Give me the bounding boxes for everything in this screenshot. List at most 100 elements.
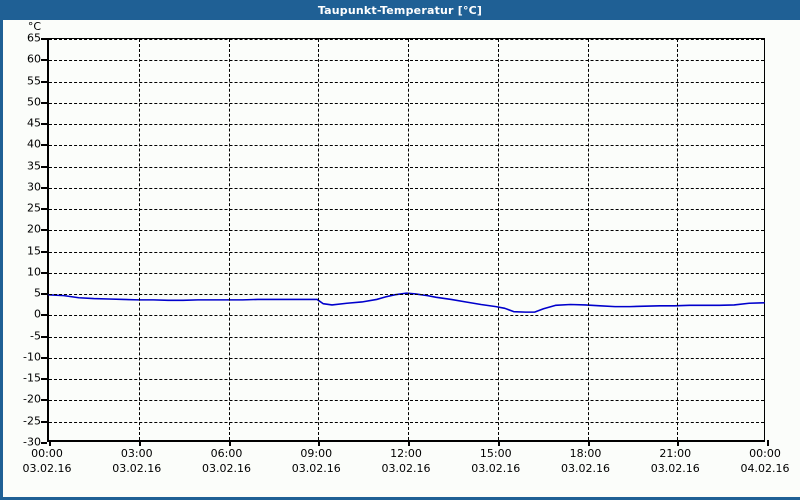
y-axis-tick-mark [41,293,47,296]
y-gridline [49,421,764,423]
x-axis-tick-date: 03.02.16 [650,462,700,475]
x-gridline [587,39,589,440]
x-axis-tick-mark [49,440,51,446]
y-gridline [49,187,764,189]
x-axis-tick-date: 03.02.16 [112,462,162,475]
y-axis-tick-label: 65 [27,31,41,45]
y-axis-tick-label: 25 [27,201,41,215]
y-gridline [49,145,764,147]
y-axis-tick-mark [41,165,47,168]
y-axis-tick-label: 45 [27,116,41,130]
x-axis-tick-time: 18:00 [569,447,602,460]
y-gridline [49,400,764,402]
x-axis-tick-mark [138,440,141,446]
y-axis-tick-label: -5 [30,329,41,343]
x-axis-tick-time: 15:00 [479,447,512,460]
y-axis-tick-label: 30 [27,180,41,194]
x-axis-tick-mark [587,440,590,446]
x-axis-tick-mark [767,440,769,446]
x-axis-tick-label: 06:00 03.02.16 [187,446,267,476]
x-gridline [138,39,140,440]
y-axis-tick-mark [41,144,47,147]
x-axis-tick-date: 03.02.16 [202,462,251,475]
y-gridline [49,294,764,296]
y-gridline [49,230,764,232]
y-gridline [49,39,764,40]
y-axis-tick-label: 20 [27,222,41,236]
y-axis-tick-mark [41,420,47,423]
y-gridline [49,272,764,274]
y-axis-tick-mark [41,80,47,83]
y-gridline [49,102,764,104]
y-axis-tick-mark [41,59,47,62]
x-axis-tick-label: 21:00 03.02.16 [635,446,715,476]
x-axis-tick-mark [677,440,680,446]
y-axis-tick-mark [41,38,47,40]
y-axis-tick-mark [41,399,47,402]
x-axis-tick-label: 00:00 03.02.16 [7,446,87,476]
y-axis-tick-mark [41,186,47,189]
x-axis-tick-mark [497,440,500,446]
x-axis-tick-label: 18:00 03.02.16 [546,446,626,476]
x-axis-tick-time: 06:00 [210,447,243,460]
y-gridline [49,209,764,211]
x-axis-tick-time: 00:00 [31,447,63,460]
y-axis-labels: 65 60 55 50 45 40 35 30 25 20 15 10 5 0 -5 -10 -15 -20 -25… [3,32,47,449]
y-gridline [49,166,764,168]
x-axis-tick-mark [408,440,410,446]
x-axis-tick-time: 00:00 [749,447,781,460]
window-title-bar: Taupunkt-Temperatur [°C] [3,0,800,20]
y-gridline [49,251,764,253]
x-axis-tick-date: 03.02.16 [471,462,521,475]
x-axis-tick-date: 03.02.16 [291,462,341,475]
x-axis-tick-label: 15:00 03.02.16 [456,446,536,476]
x-axis-tick-date: 03.02.16 [22,462,72,475]
y-axis-tick-mark [41,229,47,232]
x-axis-tick-date: 03.02.16 [561,462,610,475]
y-axis-tick-mark [41,123,47,126]
y-gridline [49,315,764,317]
x-gridline [318,39,320,440]
x-axis-tick-time: 21:00 [659,447,692,460]
x-axis-tick-mark [228,440,231,446]
data-series-line [48,292,765,313]
plot-area [47,38,769,446]
x-axis-tick-label: 00:00 04.02.16 [725,446,800,476]
y-axis-tick-mark [41,335,47,338]
y-gridline [49,81,764,83]
y-axis-tick-mark [41,442,47,444]
y-axis-tick-mark [41,271,47,274]
y-axis-unit-label: °C [27,20,41,33]
x-axis-tick-label: 03:00 03.02.16 [97,446,177,476]
y-gridline [49,124,764,126]
y-axis-tick-label: 55 [27,74,41,88]
x-axis-tick-time: 03:00 [120,447,153,460]
y-axis-tick-label: -10 [23,350,41,364]
x-axis-tick-date: 03.02.16 [381,462,431,475]
y-axis-tick-label: 40 [27,137,41,151]
page-title: Taupunkt-Temperatur [°C] [317,3,483,17]
x-gridline [497,39,499,440]
y-axis-tick-mark [41,208,47,211]
y-axis-tick-mark [41,250,47,253]
y-axis-tick-mark [41,314,47,317]
y-axis-tick-mark [41,101,47,104]
x-axis-tick-date: 04.02.16 [740,462,790,475]
y-gridline [49,357,764,359]
x-gridline [228,39,230,440]
y-axis-tick-label: 35 [27,159,41,173]
y-axis-tick-label: 15 [27,244,41,258]
y-axis-tick-mark [41,378,47,381]
y-axis-tick-label: -20 [23,392,41,406]
y-axis-tick-label: 60 [27,52,41,66]
y-axis-tick-label: -25 [23,414,41,428]
y-axis-tick-label: 50 [27,95,41,109]
chart-canvas: °C 65 60 55 50 45 40 35 30 25 20 15 10 5 0 -5 -10 -15 -20… [3,20,800,497]
x-axis-labels: 00:00 03.02.16 03:00 03.02.16 06:00 03.02.16 0… [23,446,790,486]
y-gridline [49,60,764,62]
x-axis-tick-label: 12:00 03.02.16 [366,446,446,476]
y-axis-tick-label: 10 [27,265,41,279]
x-gridline [408,39,409,440]
x-axis-tick-time: 12:00 [390,447,422,460]
